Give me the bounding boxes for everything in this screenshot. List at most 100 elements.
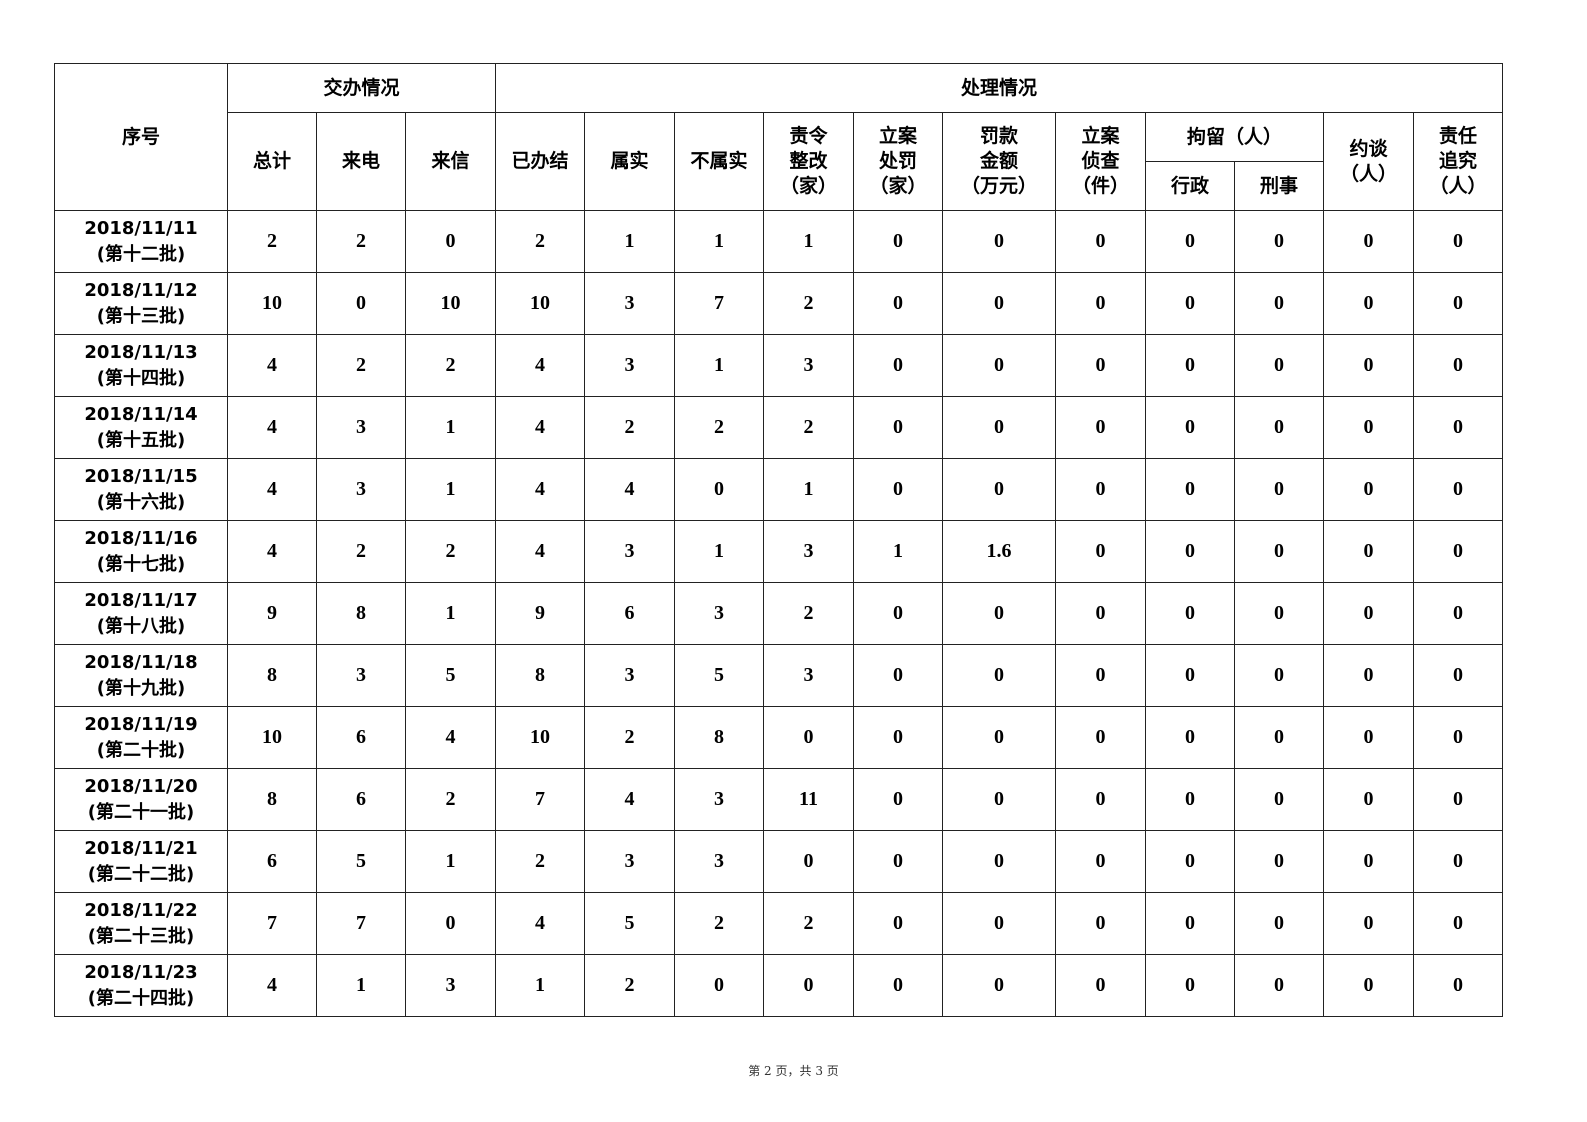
value-cell: 4: [495, 520, 585, 583]
value-cell: 0: [1145, 830, 1235, 893]
row-date-cell: 2018/11/22 (第二十三批): [54, 892, 228, 955]
row-batch: (第二十批): [96, 739, 186, 761]
table-row: 2018/11/18 (第十九批) 8 3 5 8 3 5 3 0 0 0 0 0 0 0: [54, 644, 1504, 707]
value-cell: 0: [942, 272, 1056, 335]
value-cell: 1: [674, 334, 764, 397]
table-body: 2018/11/11 (第十二批) 2 2 0 2 1 1 1 0 0 0 0 0 0 0 2018/11/12…: [54, 210, 1504, 1017]
row-date-cell: 2018/11/15 (第十六批): [54, 458, 228, 521]
value-cell: 0: [1323, 458, 1414, 521]
value-cell: 2: [763, 396, 854, 459]
header-detain-group: 拘留（人）: [1145, 112, 1324, 162]
value-cell: 0: [405, 892, 496, 955]
value-cell: 0: [1234, 644, 1324, 707]
value-cell: 0: [1412, 210, 1504, 273]
header-accountability: 责任 追究 （人）: [1412, 112, 1504, 211]
row-date-cell: 2018/11/13 (第十四批): [54, 334, 228, 397]
value-cell: 6: [584, 582, 675, 645]
value-cell: 0: [853, 892, 943, 955]
value-cell: 5: [584, 892, 675, 955]
value-cell: 4: [495, 334, 585, 397]
value-cell: 2: [405, 768, 496, 831]
value-cell: 2: [227, 210, 317, 273]
row-date: 2018/11/22: [84, 899, 198, 921]
header-letter: 来信: [405, 112, 496, 211]
row-batch: (第二十三批): [87, 925, 195, 947]
value-cell: 0: [1323, 954, 1414, 1017]
value-cell: 0: [853, 334, 943, 397]
row-date-cell: 2018/11/21 (第二十二批): [54, 830, 228, 893]
value-cell: 3: [316, 458, 406, 521]
value-cell: 0: [1055, 706, 1146, 769]
value-cell: 0: [1234, 582, 1324, 645]
value-cell: 0: [1145, 210, 1235, 273]
table-row: 2018/11/21 (第二十二批) 6 5 1 2 3 3 0 0 0 0 0 0 0 0: [54, 830, 1504, 893]
value-cell: 1: [584, 210, 675, 273]
value-cell: 1: [674, 210, 764, 273]
value-cell: 2: [495, 210, 585, 273]
value-cell: 4: [495, 458, 585, 521]
value-cell: 0: [1323, 520, 1414, 583]
value-cell: 4: [227, 520, 317, 583]
value-cell: 2: [316, 334, 406, 397]
value-cell: 0: [1145, 892, 1235, 955]
value-cell: 0: [1055, 210, 1146, 273]
value-cell: 1: [405, 582, 496, 645]
header-admin: 行政: [1145, 161, 1235, 211]
value-cell: 10: [495, 272, 585, 335]
table-row: 2018/11/17 (第十八批) 9 8 1 9 6 3 2 0 0 0 0 0 0 0: [54, 582, 1504, 645]
row-date-cell: 2018/11/11 (第十二批): [54, 210, 228, 273]
value-cell: 0: [1323, 334, 1414, 397]
value-cell: 9: [227, 582, 317, 645]
value-cell: 1: [763, 210, 854, 273]
value-cell: 0: [1055, 272, 1146, 335]
header-fine: 罚款 金额 （万元）: [942, 112, 1056, 211]
value-cell: 3: [674, 830, 764, 893]
value-cell: 0: [1145, 644, 1235, 707]
row-date: 2018/11/14: [84, 403, 198, 425]
table-row: 2018/11/23 (第二十四批) 4 1 3 1 2 0 0 0 0 0 0 0 0 0: [54, 954, 1504, 1017]
table-row: 2018/11/12 (第十三批) 10 0 10 10 3 7 2 0 0 0 0 0 0 0: [54, 272, 1504, 335]
value-cell: 9: [495, 582, 585, 645]
row-batch: (第十三批): [96, 305, 186, 327]
value-cell: 10: [227, 706, 317, 769]
value-cell: 0: [1323, 768, 1414, 831]
value-cell: 3: [405, 954, 496, 1017]
value-cell: 0: [1234, 396, 1324, 459]
value-cell: 4: [227, 458, 317, 521]
row-batch: (第十四批): [96, 367, 186, 389]
table-row: 2018/11/13 (第十四批) 4 2 2 4 3 1 3 0 0 0 0 0 0 0: [54, 334, 1504, 397]
value-cell: 0: [1055, 644, 1146, 707]
row-date-cell: 2018/11/19 (第二十批): [54, 706, 228, 769]
row-batch: (第二十一批): [87, 801, 195, 823]
value-cell: 0: [1145, 520, 1235, 583]
value-cell: 2: [763, 582, 854, 645]
header-phone: 来电: [316, 112, 406, 211]
value-cell: 6: [227, 830, 317, 893]
value-cell: 0: [853, 768, 943, 831]
value-cell: 0: [853, 706, 943, 769]
table-row: 2018/11/11 (第十二批) 2 2 0 2 1 1 1 0 0 0 0 0 0 0: [54, 210, 1504, 273]
value-cell: 7: [495, 768, 585, 831]
header-true: 属实: [584, 112, 675, 211]
value-cell: 2: [495, 830, 585, 893]
value-cell: 0: [1234, 210, 1324, 273]
row-date-cell: 2018/11/16 (第十七批): [54, 520, 228, 583]
value-cell: 3: [316, 644, 406, 707]
value-cell: 5: [674, 644, 764, 707]
value-cell: 0: [1055, 768, 1146, 831]
header-penalty: 立案 处罚 （家）: [853, 112, 943, 211]
value-cell: 0: [942, 830, 1056, 893]
row-date: 2018/11/16: [84, 527, 198, 549]
row-batch: (第十五批): [96, 429, 186, 451]
row-date: 2018/11/17: [84, 589, 198, 611]
value-cell: 4: [495, 396, 585, 459]
value-cell: 2: [405, 334, 496, 397]
value-cell: 0: [1234, 954, 1324, 1017]
table-row: 2018/11/15 (第十六批) 4 3 1 4 4 0 1 0 0 0 0 0 0 0: [54, 458, 1504, 521]
value-cell: 0: [1323, 582, 1414, 645]
value-cell: 2: [584, 396, 675, 459]
row-date: 2018/11/21: [84, 837, 198, 859]
value-cell: 0: [1412, 582, 1504, 645]
value-cell: 0: [853, 644, 943, 707]
value-cell: 0: [1145, 706, 1235, 769]
